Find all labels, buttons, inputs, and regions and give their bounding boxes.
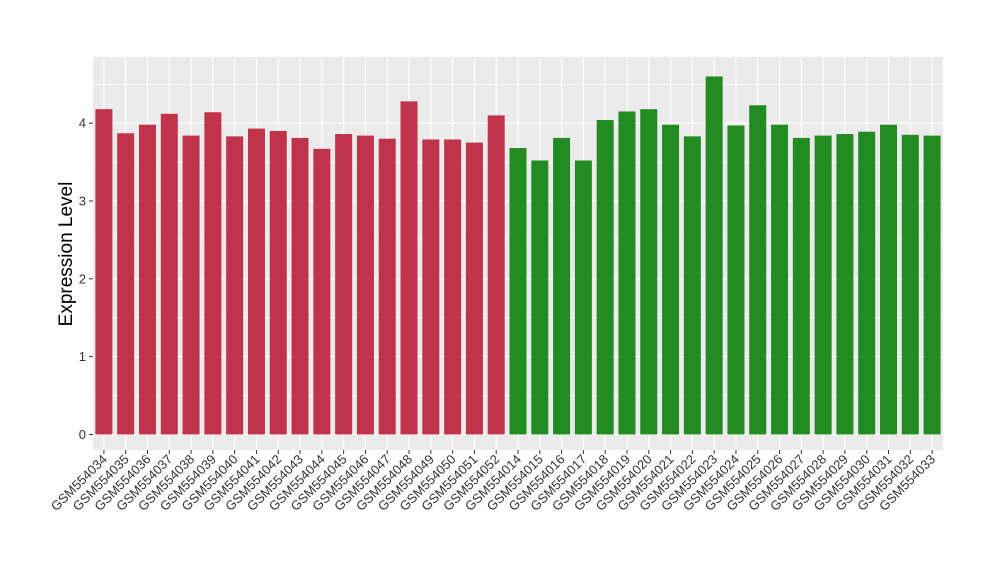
bar — [291, 137, 309, 435]
bar — [531, 160, 549, 435]
bar — [378, 138, 396, 435]
bar — [422, 139, 440, 435]
bar — [923, 135, 941, 435]
y-tick-label: 2 — [79, 271, 86, 286]
bar — [509, 148, 527, 435]
y-tick-label: 0 — [79, 427, 86, 442]
bar — [814, 135, 832, 435]
bar — [444, 139, 462, 435]
bar — [771, 124, 789, 435]
bar — [640, 109, 658, 435]
bar — [182, 135, 200, 435]
bar — [792, 137, 810, 435]
bar — [313, 148, 331, 435]
y-axis: 0 1 2 3 4 — [79, 116, 93, 442]
bars — [95, 76, 941, 435]
y-tick-label: 1 — [79, 349, 86, 364]
bar — [226, 136, 244, 435]
bar — [858, 131, 876, 435]
bar — [836, 134, 854, 435]
bar — [705, 76, 723, 435]
bar — [574, 160, 592, 435]
bar — [662, 124, 680, 435]
bar — [269, 130, 287, 435]
x-axis: GSM554034GSM554035GSM554036GSM554037GSM5… — [48, 450, 938, 514]
bar — [117, 133, 135, 435]
bar — [160, 113, 178, 435]
bar — [465, 142, 483, 435]
bar — [95, 109, 113, 435]
bar — [683, 136, 701, 435]
bar — [749, 105, 767, 435]
bar — [727, 125, 745, 435]
y-axis-title: Expression Level — [56, 182, 77, 327]
y-tick-label: 4 — [79, 116, 86, 131]
bar — [901, 134, 919, 435]
bar — [618, 111, 636, 435]
bar — [356, 135, 374, 435]
bar — [596, 120, 614, 435]
y-tick-label: 3 — [79, 193, 86, 208]
bar — [880, 124, 898, 435]
bar — [553, 137, 571, 435]
bar — [204, 112, 222, 435]
bar — [487, 115, 505, 435]
bar — [335, 134, 353, 435]
bar — [138, 124, 156, 435]
bar — [247, 128, 265, 435]
bar — [400, 101, 418, 435]
